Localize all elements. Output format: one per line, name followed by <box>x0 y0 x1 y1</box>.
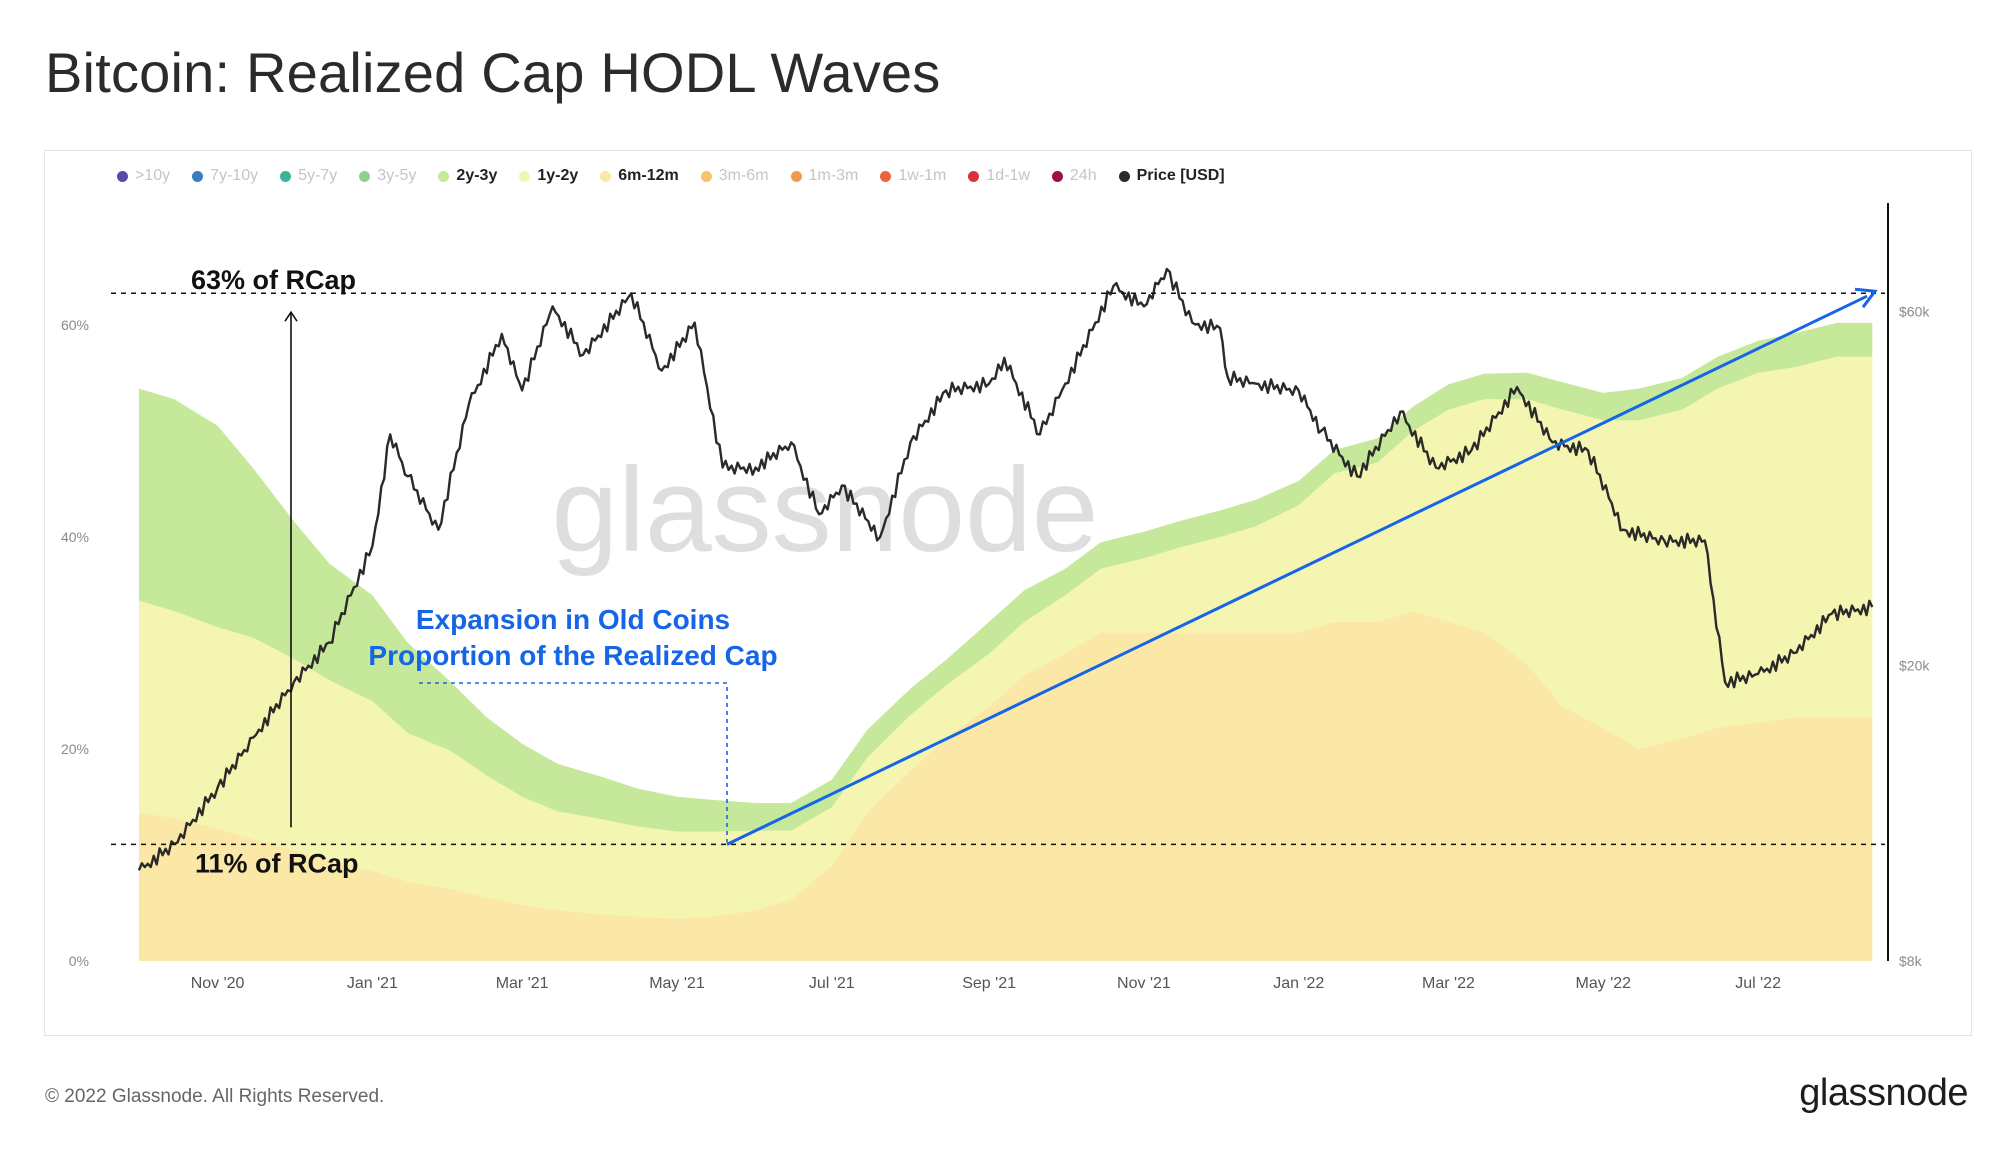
legend-item[interactable]: >10y <box>117 167 170 185</box>
price-line <box>137 267 1874 871</box>
legend-dot-icon <box>700 170 712 182</box>
chart-legend: >10y 7y-10y 5y-7y 3y-5y 2y-3y 1y-2y 6m-12m 3m-6… <box>117 167 1225 185</box>
legend-item[interactable]: 3m-6m <box>700 167 769 185</box>
y-right-tick-label: $60k <box>1899 304 1930 320</box>
legend-label: Price [USD] <box>1136 167 1225 184</box>
x-tick-label: Mar '22 <box>1422 975 1475 992</box>
legend-dot-icon <box>192 170 204 182</box>
legend-item[interactable]: 1w-1m <box>880 167 946 185</box>
x-tick-label: Mar '21 <box>496 975 549 992</box>
legend-dot-icon <box>359 170 371 182</box>
range-arrow-head <box>284 310 298 322</box>
legend-item[interactable]: 7y-10y <box>192 167 258 185</box>
area-series-1y-2y <box>138 356 1873 919</box>
legend-dot-icon <box>968 170 980 182</box>
legend-dot-icon <box>117 170 128 182</box>
legend-item[interactable]: 1y-2y <box>519 167 578 185</box>
x-tick-label: Jul '22 <box>1735 975 1781 992</box>
legend-label: 1m-3m <box>808 167 859 184</box>
x-tick-label: Sep '21 <box>962 975 1016 992</box>
expansion-callout-line <box>419 682 728 843</box>
x-tick-label: Nov '21 <box>1117 975 1171 992</box>
legend-label: 5y-7y <box>298 167 338 184</box>
legend-dot-icon <box>790 170 802 182</box>
rcap-63-label: 63% of RCap <box>191 265 356 295</box>
y-right-tick-label: $8k <box>1899 953 1923 969</box>
y-right-tick-label: $20k <box>1899 658 1930 674</box>
legend-label: 2y-3y <box>456 167 498 184</box>
x-tick-label: Jan '21 <box>347 975 398 992</box>
legend-dot-icon <box>1051 170 1063 182</box>
x-tick-label: Jul '21 <box>809 975 855 992</box>
legend-label: 1d-1w <box>986 167 1030 184</box>
brand-logo: glassnode <box>1799 1072 1968 1114</box>
x-tick-label: May '21 <box>649 975 705 992</box>
legend-dot-icon <box>600 170 612 182</box>
legend-dot-icon <box>1118 170 1130 182</box>
x-tick-label: May '22 <box>1576 975 1632 992</box>
legend-dot-icon <box>519 170 531 182</box>
hodl-waves-chart: glassnode 0% 20% 40% 60% $8k $20k $60k Nov '20 Ja… <box>61 203 1930 992</box>
chart-panel: glassnode 0% 20% 40% 60% $8k $20k $60k Nov '20 Ja… <box>44 150 1972 1036</box>
legend-label: 7y-10y <box>210 167 259 184</box>
trend-arrow-head <box>1854 287 1878 309</box>
legend-label: 1w-1m <box>898 167 947 184</box>
legend-label: 6m-12m <box>618 167 679 184</box>
legend-item[interactable]: 1d-1w <box>968 167 1030 185</box>
legend-dot-icon <box>280 170 292 182</box>
legend-label: 3y-5y <box>377 167 417 184</box>
legend-item[interactable]: 6m-12m <box>600 167 679 185</box>
legend-dot-icon <box>438 170 450 182</box>
x-tick-label: Jan '22 <box>1273 975 1324 992</box>
legend-item[interactable]: 2y-3y <box>438 167 497 185</box>
rcap-11-label: 11% of RCap <box>195 848 359 878</box>
y-left-tick-label: 0% <box>69 953 89 969</box>
y-left-tick-label: 40% <box>61 529 89 545</box>
legend-label: 3m-6m <box>718 167 769 184</box>
legend-item[interactable]: 5y-7y <box>280 167 337 185</box>
area-series-6m-12m <box>138 611 1873 961</box>
expansion-label-line1: Expansion in Old Coins <box>416 604 730 635</box>
legend-dot-icon <box>880 170 892 182</box>
watermark: glassnode <box>551 443 1098 577</box>
x-tick-label: Nov '20 <box>191 975 245 992</box>
trend-arrow-line <box>726 294 1868 846</box>
legend-item[interactable]: 3y-5y <box>359 167 416 185</box>
area-series-2y-3y <box>138 322 1873 832</box>
page-title: Bitcoin: Realized Cap HODL Waves <box>45 41 941 104</box>
copyright-text: © 2022 Glassnode. All Rights Reserved. <box>45 1086 385 1107</box>
expansion-label-line2: Proportion of the Realized Cap <box>368 640 777 671</box>
legend-label: 24h <box>1069 167 1097 184</box>
legend-label: 1y-2y <box>537 167 579 184</box>
y-left-tick-label: 60% <box>61 317 89 333</box>
legend-item[interactable]: 1m-3m <box>790 167 859 185</box>
legend-item[interactable]: 24h <box>1051 167 1097 185</box>
legend-item[interactable]: Price [USD] <box>1118 167 1225 185</box>
legend-label: >10y <box>135 167 171 184</box>
y-left-tick-label: 20% <box>61 741 89 757</box>
